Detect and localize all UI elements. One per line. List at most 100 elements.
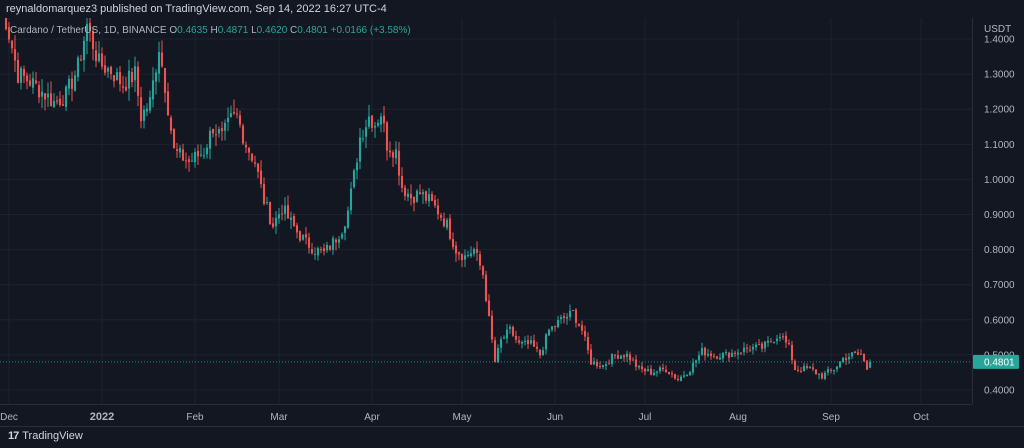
candle-body [562,316,566,319]
candle-body [22,69,26,76]
candle [511,325,515,338]
candle-body [223,123,227,131]
candle [31,71,35,94]
candle-body [664,369,668,372]
price-unit-label: USDT [984,24,1011,35]
candle-body [106,67,110,72]
candle-body [319,249,323,251]
candle-body [832,370,836,372]
candle [139,86,143,129]
candle-body [535,346,539,349]
candle [469,246,473,258]
candle [472,247,476,257]
candle [319,246,323,254]
candle-body [844,358,848,361]
candle [64,84,68,111]
candle-body [478,254,482,266]
candle-body [253,162,257,164]
candle [88,18,92,42]
candle [220,121,224,141]
candle [247,146,251,161]
candle-body [529,340,533,344]
price-tick-label: 1.0000 [984,175,1015,186]
candle [793,359,797,371]
candle-body [490,315,494,340]
candle-body [52,101,56,108]
candle-body [310,249,314,254]
candle-body [835,366,839,370]
candle [364,119,368,149]
candle [640,362,644,373]
candle-body [595,362,599,367]
candle-body [301,235,305,240]
candle [331,235,335,255]
candles [4,18,872,382]
candle-body [484,274,488,301]
candle-body [145,108,149,112]
candle [199,144,203,158]
candle [328,245,332,252]
candle [457,251,461,261]
candle [535,341,539,353]
candle-body [814,369,818,375]
candle [598,361,602,370]
candle [766,336,770,347]
candle-body [94,50,98,62]
candle [565,313,569,325]
candle-body [292,216,296,227]
candle [205,143,209,159]
candle [742,342,746,356]
candle-body [217,129,221,134]
candle [538,349,542,359]
candle-body [787,343,791,345]
candle [16,52,20,84]
candle [796,365,800,373]
candle-body [622,355,626,358]
candle-body [4,18,8,30]
candle [7,22,11,44]
candle-body [31,78,35,88]
candle-body [418,192,422,195]
candle [868,359,872,369]
candle [799,366,803,373]
candle-body [727,352,731,358]
candle [775,334,779,345]
candle-body [370,115,374,128]
candle [679,375,683,382]
candle [4,18,8,31]
candle-body [337,239,341,243]
candle-body [403,187,407,196]
candle-body [676,379,680,381]
candle-body [166,91,170,116]
candle-body [382,115,386,124]
candle [241,123,245,146]
candle [601,364,605,370]
candle [721,351,725,363]
candle-body [73,75,77,91]
candle [382,106,386,133]
candle [850,352,854,360]
price-tick-label: 1.3000 [984,70,1015,81]
candle [424,190,428,204]
candle [718,353,722,361]
candle-body [730,352,734,357]
candle [178,144,182,158]
candle [157,41,161,83]
candle-body [385,122,389,151]
tradingview-brand[interactable]: 17 TradingView [8,430,83,442]
candle [808,365,812,369]
candle [52,93,56,108]
candle [817,373,821,380]
candle-body [628,354,632,361]
candle [859,349,863,355]
current-price-label: 0.4801 [984,357,1015,368]
candle-body [760,343,764,349]
candlestick-chart[interactable]: 1.4000 1.3000 1.2000 1.1000 1.0000 0.9000 0.80… [0,18,1024,426]
candle [226,107,230,132]
candle [154,69,158,95]
chart-area[interactable]: 1.4000 1.3000 1.2000 1.1000 1.0000 0.9000 0.80… [0,18,1024,426]
candle-body [142,109,146,121]
candle [523,336,527,346]
candle [427,187,431,207]
candle-body [181,149,185,161]
